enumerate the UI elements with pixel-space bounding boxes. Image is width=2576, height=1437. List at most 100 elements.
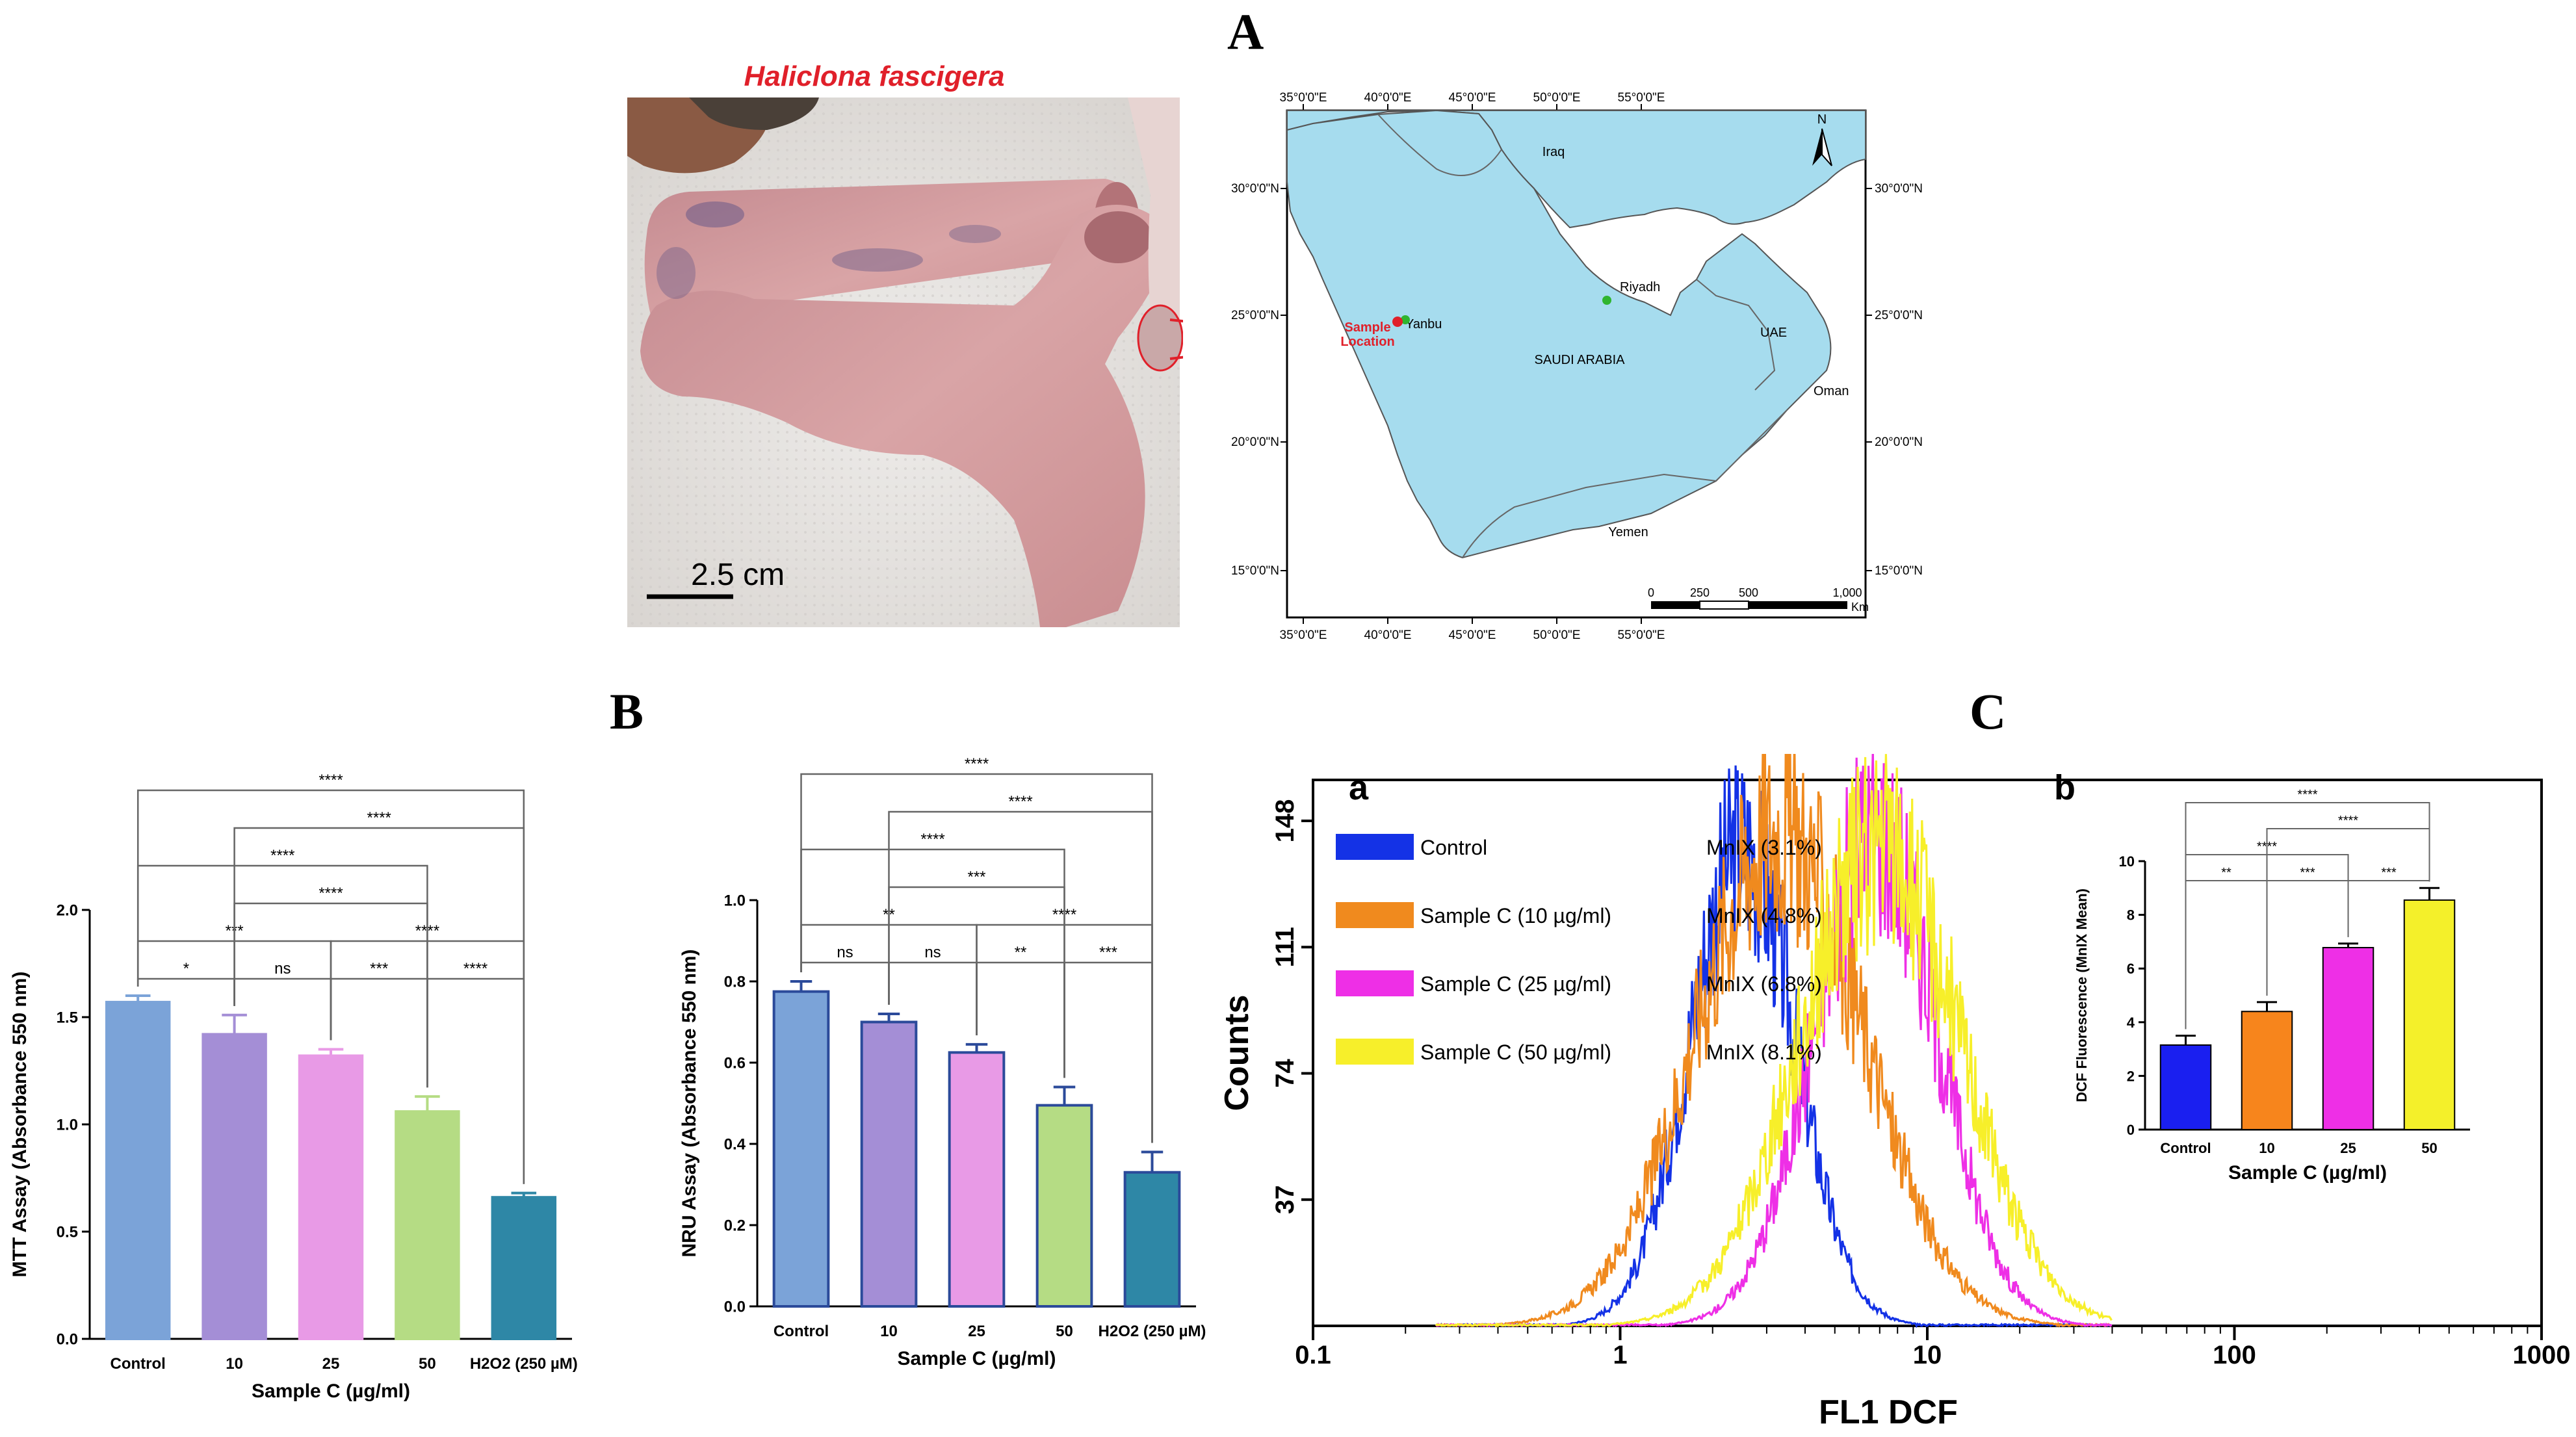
y-tick-label: 148 <box>1271 799 1299 843</box>
bar-h2o2-250-m- <box>1123 1171 1181 1308</box>
significance-label: **** <box>319 771 343 789</box>
x-tick-label: Control <box>111 1355 166 1373</box>
x-tick-label: 10 <box>226 1355 243 1373</box>
significance-label: **** <box>270 847 294 864</box>
inset-y-tick-label: 6 <box>2127 961 2135 977</box>
country-border <box>1462 473 1717 558</box>
legend-swatch <box>1336 1039 1414 1065</box>
x-tick-label: 100 <box>2213 1341 2256 1369</box>
y-tick-label: 111 <box>1271 927 1299 967</box>
species-label: Haliclona fascigera <box>744 60 1004 92</box>
significance-label: ns <box>837 944 853 961</box>
legend-label: Sample C (10 µg/ml) <box>1420 904 1611 927</box>
panel-letter-b: B <box>610 683 644 740</box>
y-tick-label: 0.0 <box>57 1330 78 1348</box>
inset-y-tick-label: 0 <box>2127 1122 2135 1138</box>
sponge-photo-panel: Haliclona fascigera 2.5 cm <box>627 60 1183 627</box>
bar-control <box>105 1000 171 1340</box>
significance-label: ns <box>274 960 291 977</box>
subpanel-label-b: b <box>2054 768 2075 807</box>
y-axis-label: NRU Assay (Absorbance 550 nm) <box>679 949 700 1257</box>
lat-tick-label-right: 15°0'0"N <box>1875 564 1923 578</box>
lat-tick-label-right: 30°0'0"N <box>1875 182 1923 196</box>
lat-tick-label-right: 25°0'0"N <box>1875 309 1923 322</box>
x-axis-label: Sample C (µg/ml) <box>252 1380 410 1402</box>
inset-bar-10 <box>2241 1011 2293 1130</box>
sample-location-marker <box>1392 317 1403 327</box>
lon-tick-label-top: 45°0'0"E <box>1449 91 1496 105</box>
lon-tick-label-top: 35°0'0"E <box>1280 91 1327 105</box>
legend-mnix: MnIX (4.8%) <box>1706 904 1822 927</box>
x-axis-label: Sample C (µg/ml) <box>898 1348 1056 1369</box>
lat-tick-label-left: 15°0'0"N <box>1231 564 1279 578</box>
significance-bracket <box>888 810 1153 1143</box>
lat-tick-label-left: 20°0'0"N <box>1231 435 1279 449</box>
place-label-saudi: SAUDI ARABIA <box>1535 353 1626 367</box>
place-label-oman: Oman <box>1814 384 1849 398</box>
significance-label: **** <box>367 809 391 827</box>
place-label-yanbu: Yanbu <box>1405 317 1442 331</box>
nru-bar-chart: 0.0 0.2 0.4 0.6 0.8 1.0 Control 10 25 50 H2O2 (250… <box>679 755 1206 1369</box>
significance-label: * <box>183 960 189 977</box>
lon-tick-label-bottom: 40°0'0"E <box>1364 628 1412 642</box>
y-tick-label: 74 <box>1271 1059 1299 1088</box>
lat-tick-label-right: 20°0'0"N <box>1875 435 1923 449</box>
place-label-iraq: Iraq <box>1542 145 1565 159</box>
bar-25 <box>948 1051 1006 1308</box>
y-tick-label: 1.5 <box>57 1009 78 1026</box>
country-border <box>1715 409 1788 482</box>
bar-h2o2-250-m- <box>491 1196 557 1341</box>
panel-letter-a: A <box>1227 3 1264 60</box>
inset-x-tick-label: Control <box>2160 1140 2211 1156</box>
lat-tick-label-left: 25°0'0"N <box>1231 309 1279 322</box>
x-tick-label: 50 <box>419 1355 436 1373</box>
lon-tick-label-bottom: 50°0'0"E <box>1533 628 1581 642</box>
legend-label: Sample C (50 µg/ml) <box>1420 1041 1611 1064</box>
x-tick-label: 1000 <box>2513 1341 2571 1369</box>
inset-significance-label: ** <box>2221 866 2231 880</box>
x-tick-label: H2O2 (250 µM) <box>1099 1323 1206 1340</box>
significance-bracket <box>800 848 1065 1078</box>
significance-bracket <box>233 977 332 1041</box>
yanbu-marker <box>1401 315 1410 324</box>
inset-x-tick-label: 25 <box>2340 1140 2356 1156</box>
lon-tick-label-top: 50°0'0"E <box>1533 91 1581 105</box>
significance-bracket <box>800 773 1153 1143</box>
place-label-yemen: Yemen <box>1608 525 1648 539</box>
y-tick-label: 2.0 <box>57 901 78 919</box>
significance-label: **** <box>1008 793 1032 810</box>
lon-tick-label-bottom: 55°0'0"E <box>1618 628 1665 642</box>
x-tick-label: Control <box>774 1323 829 1340</box>
inset-x-axis-label: Sample C (µg/ml) <box>2228 1162 2387 1184</box>
inset-bar-control <box>2159 1044 2212 1130</box>
significance-bracket <box>137 789 525 1184</box>
legend-mnix: MnIX (3.1%) <box>1706 836 1822 859</box>
significance-label: **** <box>463 960 488 977</box>
inset-significance-label: **** <box>2297 788 2317 802</box>
legend-mnix: MnIX (6.8%) <box>1706 972 1822 996</box>
riyadh-marker <box>1602 296 1611 305</box>
legend-label: Sample C (25 µg/ml) <box>1420 972 1611 996</box>
sample-location-label-2: Location <box>1340 335 1394 349</box>
scale-tick-1000: 1,000 <box>1832 586 1862 599</box>
y-tick-label: 0.4 <box>724 1135 746 1153</box>
inset-bar-50 <box>2403 899 2456 1130</box>
map-scale-bar <box>1651 601 1847 610</box>
place-label-uae: UAE <box>1760 326 1787 340</box>
scale-tick-0: 0 <box>1648 586 1654 599</box>
inset-significance-label: **** <box>2338 814 2358 828</box>
histogram-trace-3 <box>1435 754 2113 1328</box>
significance-label: ns <box>924 944 941 961</box>
bar-50 <box>1035 1104 1093 1308</box>
sponge-branch <box>640 205 1160 627</box>
y-axis-label: MTT Assay (Absorbance 550 nm) <box>9 972 31 1278</box>
significance-bracket <box>233 827 525 1184</box>
scale-unit: Km <box>1851 601 1869 614</box>
sponge-tube <box>644 179 1132 348</box>
inset-significance-bracket <box>2185 802 2430 1029</box>
y-tick-label: 1.0 <box>57 1116 78 1133</box>
legend-swatch <box>1336 834 1414 860</box>
dcf-inset-bar-chart: b 0 2 4 6 8 10 Control 10 25 50 Sample C (µg/ml) DCF… <box>2031 768 2538 1184</box>
x-tick-label: 1 <box>1613 1341 1627 1369</box>
